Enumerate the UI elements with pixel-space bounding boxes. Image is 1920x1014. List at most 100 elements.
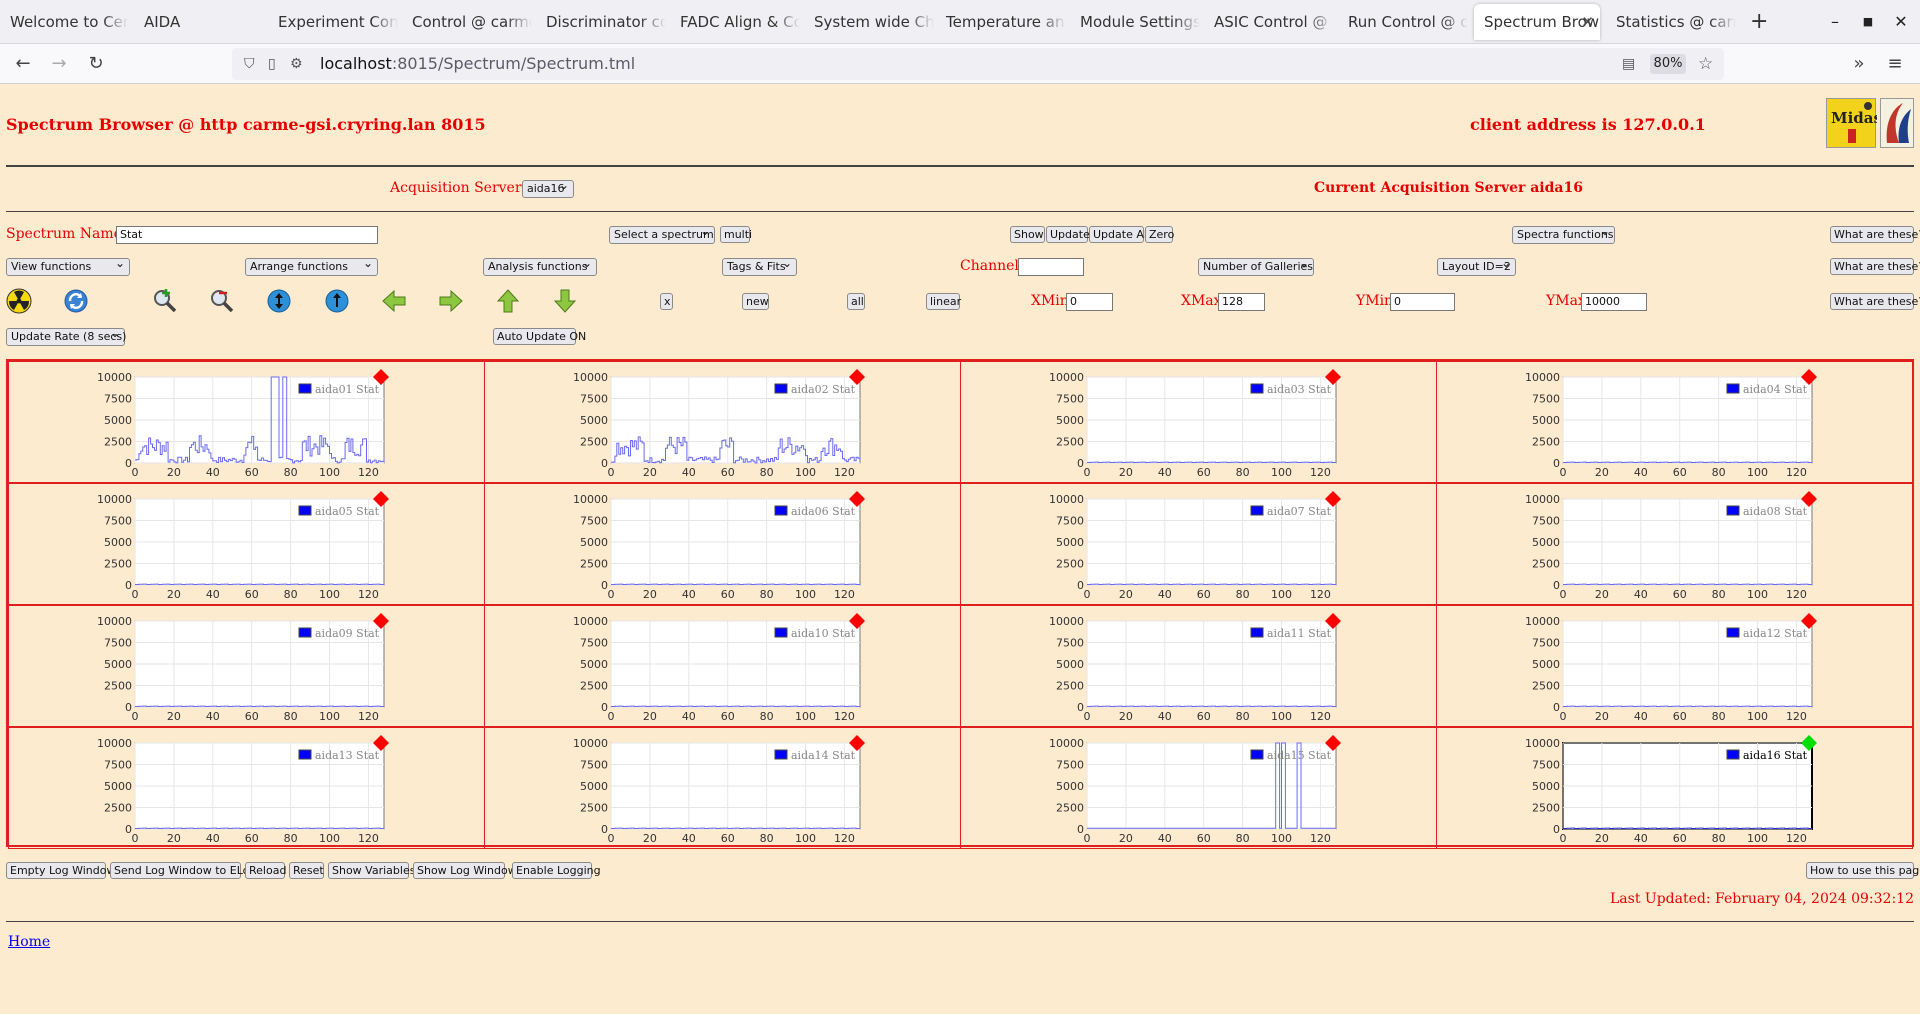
spectrum-chart[interactable]: 0 20 40 60 80 100 120 0 2500 5000 7500 10000 aida05 … (8, 483, 485, 605)
tab-welcome[interactable]: Welcome to Cen (0, 0, 128, 44)
number-of-galleries-dropdown[interactable]: Number of Galleries (1198, 255, 1314, 276)
ymax-input[interactable]: 10000 (1581, 293, 1647, 311)
spectrum-chart[interactable]: 0 20 40 60 80 100 120 0 2500 5000 7500 10000 aida07 … (960, 483, 1437, 605)
spectrum-chart[interactable]: 0 20 40 60 80 100 120 0 2500 5000 7500 10000 aida04 … (1436, 361, 1913, 483)
forward-icon[interactable]: → (51, 53, 67, 74)
tab-asic-control[interactable]: ASIC Control @ c (1204, 0, 1334, 44)
new-tab-icon[interactable]: + (1750, 9, 1769, 34)
maximize-icon[interactable]: ■ (1862, 15, 1874, 28)
tab-run-control[interactable]: Run Control @ ca (1338, 0, 1468, 44)
tab-spectrum-browser[interactable]: Spectrum Brow ✕ (1474, 4, 1600, 40)
url-bar[interactable]: ⛉ ▯ ⚙ localhost:8015/Spectrum/Spectrum.t… (232, 48, 1724, 80)
refresh-icon[interactable] (63, 288, 89, 314)
reload-button[interactable]: Reload (245, 862, 286, 879)
spectrum-chart[interactable]: 0 20 40 60 80 100 120 0 2500 5000 7500 10000 aida11 … (960, 605, 1437, 727)
xmin-input[interactable]: 0 (1066, 293, 1113, 311)
tab-control[interactable]: Control @ carme (402, 0, 532, 44)
zero-button[interactable]: Zero (1145, 226, 1174, 243)
x-tick-label: 20 (1119, 588, 1133, 601)
permissions-icon[interactable]: ⚙ (290, 56, 303, 72)
tab-experiment-control[interactable]: Experiment Contr (268, 0, 398, 44)
spectrum-chart[interactable]: 0 20 40 60 80 100 120 0 2500 5000 7500 10000 aida16 … (1436, 727, 1913, 849)
xmax-input[interactable]: 128 (1218, 293, 1265, 311)
x-button[interactable]: x (660, 293, 673, 310)
tab-temperature[interactable]: Temperature and (936, 0, 1066, 44)
analysis-functions-dropdown[interactable]: Analysis functions (483, 255, 597, 276)
what-are-these-button[interactable]: What are these? (1830, 293, 1920, 310)
menu-icon[interactable]: ≡ (1887, 53, 1903, 74)
close-icon[interactable]: ✕ (1581, 13, 1594, 31)
tags-fits-dropdown[interactable]: Tags & Fits (722, 255, 797, 276)
what-are-these-button[interactable]: What are these? (1830, 226, 1920, 243)
page-icon[interactable]: ▯ (268, 56, 276, 72)
arrow-left-icon[interactable] (381, 288, 407, 314)
tab-fadc-align[interactable]: FADC Align & Co (670, 0, 800, 44)
url-text[interactable]: localhost:8015/Spectrum/Spectrum.tml (320, 48, 635, 80)
select-spectrum-dropdown[interactable]: Select a spectrum (609, 223, 715, 244)
expand-y-icon[interactable] (266, 288, 292, 314)
tab-statistics[interactable]: Statistics @ carm (1606, 0, 1736, 44)
zoom-in-icon[interactable] (152, 288, 178, 314)
arrow-up-icon[interactable] (495, 288, 521, 314)
arrange-functions-dropdown[interactable]: Arrange functions (245, 255, 378, 276)
tab-aida[interactable]: AIDA (134, 0, 204, 44)
arrow-down-icon[interactable] (552, 288, 578, 314)
show-button[interactable]: Show (1010, 226, 1045, 243)
x-tick-label: 0 (132, 832, 139, 845)
update-rate-dropdown[interactable]: Update Rate (8 secs) (6, 325, 126, 346)
more-tools-icon[interactable]: » (1853, 53, 1865, 74)
reset-button[interactable]: Reset (289, 862, 324, 879)
minimize-icon[interactable]: – (1831, 12, 1839, 31)
window-close-icon[interactable]: ✕ (1894, 12, 1908, 31)
legend-swatch (298, 749, 312, 760)
bookmark-star-icon[interactable]: ☆ (1698, 54, 1714, 74)
x-tick-label: 120 (358, 832, 379, 845)
spectrum-chart[interactable]: 0 20 40 60 80 100 120 0 2500 5000 7500 10000 aida10 … (484, 605, 961, 727)
home-link[interactable]: Home (8, 934, 51, 950)
linear-button[interactable]: linear (926, 293, 961, 310)
multi-button[interactable]: multi (720, 226, 752, 243)
update-all-button[interactable]: Update All (1089, 226, 1150, 243)
spectrum-chart[interactable]: 0 20 40 60 80 100 120 0 2500 5000 7500 10000 aida02 … (484, 361, 961, 483)
spectrum-chart[interactable]: 0 20 40 60 80 100 120 0 2500 5000 7500 10000 aida01 … (8, 361, 485, 483)
spectrum-chart[interactable]: 0 20 40 60 80 100 120 0 2500 5000 7500 10000 aida12 … (1436, 605, 1913, 727)
tab-discriminator[interactable]: Discriminator co (536, 0, 666, 44)
spectra-functions-dropdown[interactable]: Spectra functions (1512, 223, 1615, 244)
all-button[interactable]: all (847, 293, 865, 310)
layout-id-dropdown[interactable]: Layout ID=2 (1437, 255, 1516, 276)
spectrum-name-input[interactable]: Stat (116, 226, 378, 244)
spectrum-chart[interactable]: 0 20 40 60 80 100 120 0 2500 5000 7500 10000 aida14 … (484, 727, 961, 849)
zoom-level[interactable]: 80% (1650, 54, 1686, 74)
acquisition-server-select[interactable]: aida16 (522, 177, 574, 198)
back-icon[interactable]: ← (15, 53, 31, 74)
empty-log-window-button[interactable]: Empty Log Window (6, 862, 115, 879)
tab-system-wide[interactable]: System wide Che (804, 0, 934, 44)
auto-update-button[interactable]: Auto Update ON (493, 328, 586, 345)
tab-module-settings[interactable]: Module Settings S (1070, 0, 1200, 44)
enable-logging-button[interactable]: Enable Logging (512, 862, 601, 879)
y-tick-label: 5000 (1532, 780, 1560, 793)
update-button[interactable]: Update (1046, 226, 1090, 243)
reader-view-icon[interactable]: ▤ (1622, 56, 1636, 72)
view-functions-dropdown[interactable]: View functions (6, 255, 130, 276)
spectrum-chart[interactable]: 0 20 40 60 80 100 120 0 2500 5000 7500 10000 aida15 … (960, 727, 1437, 849)
send-log-to-elog-button[interactable]: Send Log Window to ELog (110, 862, 256, 879)
spectrum-chart[interactable]: 0 20 40 60 80 100 120 0 2500 5000 7500 10000 aida08 … (1436, 483, 1913, 605)
zoom-out-icon[interactable] (209, 288, 235, 314)
what-are-these-button[interactable]: What are these? (1830, 258, 1920, 275)
spectrum-chart[interactable]: 0 20 40 60 80 100 120 0 2500 5000 7500 10000 aida09 … (8, 605, 485, 727)
channel-input[interactable] (1018, 258, 1084, 276)
reload-icon[interactable]: ↻ (88, 53, 104, 74)
show-variables-button[interactable]: Show Variables (328, 862, 415, 879)
spectrum-chart[interactable]: 0 20 40 60 80 100 120 0 2500 5000 7500 10000 aida03 … (960, 361, 1437, 483)
how-to-use-button[interactable]: How to use this page (1806, 862, 1920, 879)
radiation-icon[interactable] (6, 288, 32, 314)
arrow-right-icon[interactable] (438, 288, 464, 314)
new-button[interactable]: new (742, 293, 769, 310)
shield-icon[interactable]: ⛉ (244, 56, 255, 72)
spectrum-chart[interactable]: 0 20 40 60 80 100 120 0 2500 5000 7500 10000 aida13 … (8, 727, 485, 849)
spectrum-chart[interactable]: 0 20 40 60 80 100 120 0 2500 5000 7500 10000 aida06 … (484, 483, 961, 605)
expand-x-icon[interactable] (324, 288, 350, 314)
show-log-window-button[interactable]: Show Log Window (413, 862, 517, 879)
ymin-input[interactable]: 0 (1390, 293, 1455, 311)
